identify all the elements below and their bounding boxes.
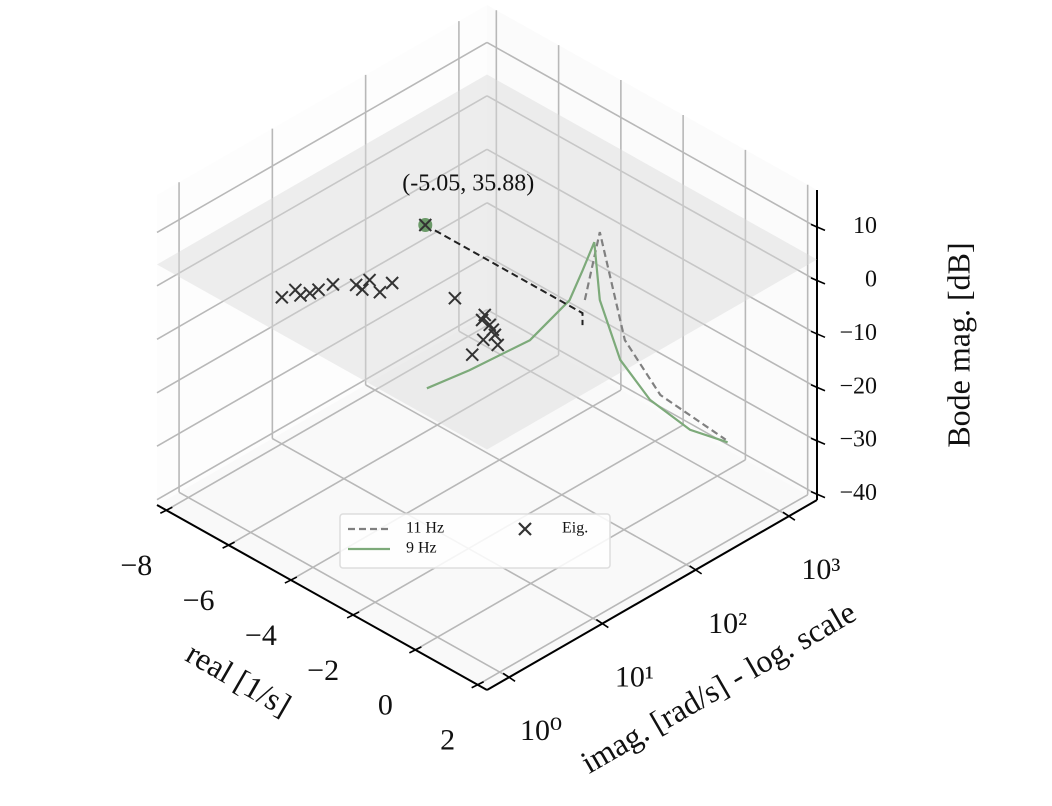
grid-line (165, 319, 497, 511)
eigenvalue-marker (355, 282, 370, 297)
grid-line (477, 494, 809, 686)
z-axis-label: Bode mag. [dB] (940, 242, 976, 447)
pane (487, 5, 817, 500)
grid-line (458, 330, 790, 517)
axis-line (156, 504, 488, 691)
eigenvalue-marker (326, 277, 340, 292)
z-tick-label: −40 (839, 480, 877, 506)
grid-line (486, 202, 818, 389)
legend: 11 Hz 9 Hz Eig. (339, 513, 611, 569)
legend-label: Eig. (562, 520, 588, 537)
eigenvalue-marker (448, 291, 462, 305)
z-tick-label: 0 (865, 266, 877, 292)
bode-curve (426, 241, 728, 444)
legend-box (339, 513, 611, 569)
x-tick-label: 2 (440, 724, 455, 757)
z-tick-label: −10 (839, 320, 877, 346)
eigenvalue-marker (476, 333, 490, 347)
grid-line (156, 41, 488, 234)
grid-line (156, 148, 488, 341)
grid-line (156, 255, 488, 447)
eigenvalue-marker (475, 313, 489, 327)
y-tick-label: 10⁰ (520, 714, 562, 747)
legend-label: 9 Hz (406, 540, 437, 557)
z-tick-label: −20 (839, 373, 877, 399)
x-tick-label: 0 (378, 689, 393, 722)
grid-line (486, 95, 818, 282)
eigenvalue-marker (303, 286, 317, 300)
grid-line (156, 308, 488, 501)
eigenvalue-marker (275, 290, 289, 305)
eigenvalue-marker (385, 276, 399, 290)
x-tick-label: −4 (245, 619, 277, 652)
grid-line (486, 41, 818, 229)
pane (157, 315, 817, 690)
grid-line (228, 354, 560, 546)
grid-line (156, 202, 488, 394)
z-tick-label: 10 (853, 213, 877, 239)
eigenvalue-marker (362, 273, 377, 287)
eigenvalue-marker (465, 347, 479, 362)
z-tick-label: −30 (839, 427, 877, 453)
eigenvalue-marker (488, 328, 502, 342)
y-tick-label: 10² (708, 607, 747, 640)
grid-line (156, 95, 488, 287)
eigenvalue-marker (491, 338, 505, 352)
highlight-x (418, 218, 432, 232)
y-tick-label: 10¹ (615, 660, 654, 693)
legend-swatch (518, 522, 532, 536)
grid-line (365, 384, 697, 571)
surface-plane (157, 74, 817, 450)
eigenvalue-marker (311, 282, 326, 297)
axis-line (486, 499, 818, 691)
annotation: (-5.05, 35.88) (402, 170, 534, 196)
x-axis-label: real [1/s] (180, 635, 297, 723)
y-tick-label: 10³ (801, 553, 840, 586)
x-tick-label: −8 (120, 549, 152, 582)
pane (157, 5, 487, 505)
projection-line (424, 224, 584, 326)
x-tick-label: −6 (183, 584, 215, 617)
eigenvalue-marker (373, 285, 387, 299)
grid-line (486, 255, 818, 442)
grid-line (178, 491, 510, 678)
eigenvalue-marker (349, 278, 363, 292)
grid-line (486, 148, 818, 336)
x-tick-label: −2 (307, 654, 339, 687)
legend-label: 11 Hz (406, 520, 444, 537)
